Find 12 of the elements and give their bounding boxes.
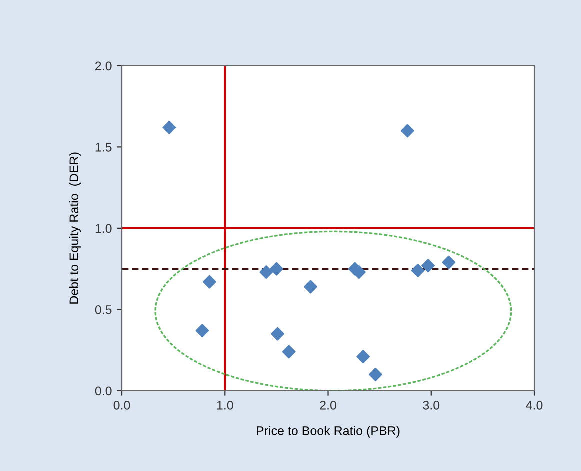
x-tick-label: 2.0 (320, 400, 336, 410)
x-tick-label: 4.0 (526, 400, 543, 410)
y-tick-label: 1.5 (96, 143, 112, 152)
y-tick-label: 2.0 (96, 62, 112, 71)
y-axis-title: Debt to Equity Ratio (DER) (69, 152, 82, 304)
x-axis-title: Price to Book Ratio (PBR) (257, 426, 400, 438)
y-tick-label: 1.0 (96, 224, 112, 234)
y-tick-label: 0.0 (95, 386, 112, 396)
x-tick-label: 0.0 (114, 400, 130, 410)
y-tick-label: 0.5 (95, 305, 112, 314)
x-tick-label: 3.0 (423, 400, 440, 410)
x-tick-label: 1.0 (217, 400, 234, 410)
